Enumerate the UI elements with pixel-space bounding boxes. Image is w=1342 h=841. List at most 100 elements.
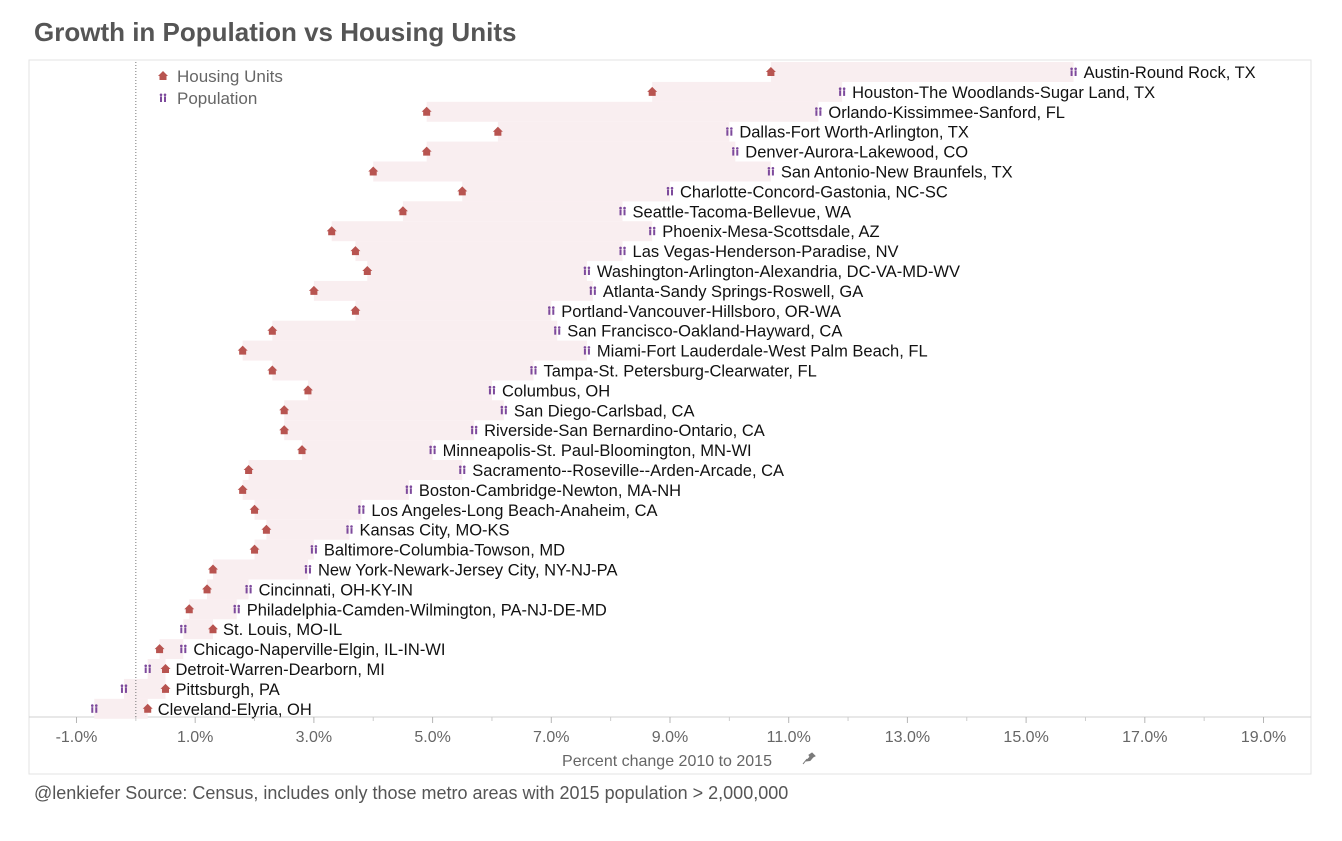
metro-label: Austin-Round Rock, TX bbox=[1084, 64, 1256, 82]
x-tick-label: 5.0% bbox=[414, 729, 450, 746]
x-axis-title: Percent change 2010 to 2015 bbox=[562, 753, 772, 770]
x-tick-label: 7.0% bbox=[533, 729, 569, 746]
metro-label: Seattle-Tacoma-Bellevue, WA bbox=[633, 203, 852, 221]
metro-labels: Austin-Round Rock, TX Houston-The Woodlan… bbox=[158, 64, 1256, 719]
range-band bbox=[770, 62, 1074, 82]
population-point bbox=[648, 226, 656, 236]
range-band bbox=[331, 221, 653, 242]
range-band bbox=[284, 420, 475, 441]
x-tick-label: 3.0% bbox=[296, 729, 332, 746]
housing-point bbox=[302, 385, 313, 395]
housing-point bbox=[154, 644, 165, 654]
house-icon bbox=[158, 71, 168, 80]
range-band bbox=[254, 539, 314, 560]
legend-label: Population bbox=[177, 89, 257, 108]
population-point bbox=[488, 385, 496, 395]
metro-label: Houston-The Woodlands-Sugar Land, TX bbox=[852, 84, 1155, 102]
range-band bbox=[426, 101, 819, 122]
metro-label: Atlanta-Sandy Springs-Roswell, GA bbox=[603, 283, 863, 301]
population-point bbox=[458, 465, 466, 474]
housing-point bbox=[368, 166, 379, 176]
housing-point bbox=[279, 405, 290, 415]
range-band bbox=[123, 678, 166, 699]
range-band bbox=[367, 261, 587, 281]
metro-label: Cincinnati, OH-KY-IN bbox=[259, 581, 413, 599]
housing-point bbox=[765, 67, 776, 76]
range-band bbox=[147, 659, 166, 679]
plot-frame bbox=[28, 59, 1312, 775]
housing-point bbox=[362, 266, 373, 275]
population-point bbox=[90, 704, 98, 713]
metro-label: San Antonio-New Braunfels, TX bbox=[781, 164, 1013, 182]
population-point bbox=[310, 545, 318, 554]
range-band bbox=[266, 519, 350, 540]
housing-point bbox=[202, 584, 213, 594]
metro-label: Orlando-Kissimmee-Sanford, FL bbox=[828, 104, 1065, 122]
housing-point bbox=[249, 504, 260, 514]
population-point bbox=[346, 525, 353, 534]
range-band bbox=[189, 599, 237, 620]
range-band bbox=[462, 181, 670, 202]
population-point bbox=[547, 306, 555, 315]
metro-label: Tampa-St. Petersburg-Clearwater, FL bbox=[543, 363, 816, 381]
housing-point bbox=[160, 664, 171, 673]
x-tick-label: 15.0% bbox=[1003, 729, 1048, 746]
population-point bbox=[405, 485, 413, 494]
population-point bbox=[583, 346, 591, 355]
range-band bbox=[207, 579, 249, 600]
range-band bbox=[313, 280, 593, 301]
population-point bbox=[726, 127, 733, 136]
x-axis-ticks: -1.0% 1.0% 3.0% 5.0% 7.0% 9.0% 11.0% 13.0% 15.0%… bbox=[56, 717, 1286, 746]
population-point bbox=[619, 206, 626, 216]
x-tick-label: 9.0% bbox=[652, 729, 688, 746]
people-icon bbox=[159, 93, 167, 102]
population-point bbox=[838, 87, 846, 96]
population-point bbox=[180, 624, 187, 634]
metro-label: Boston-Cambridge-Newton, MA-NH bbox=[419, 482, 681, 500]
range-band bbox=[248, 460, 463, 480]
population-point bbox=[500, 405, 508, 415]
metro-label: Los Angeles-Long Beach-Anaheim, CA bbox=[371, 502, 657, 520]
legend-label: Housing Units bbox=[177, 67, 283, 86]
range-band bbox=[355, 241, 623, 262]
housing-point bbox=[457, 186, 468, 196]
housing-point bbox=[647, 86, 658, 96]
metro-label: San Diego-Carlsbad, CA bbox=[514, 402, 695, 420]
population-point bbox=[619, 246, 626, 256]
population-point bbox=[589, 286, 597, 295]
metro-label: Las Vegas-Henderson-Paradise, NV bbox=[633, 243, 899, 261]
range-band bbox=[272, 360, 534, 381]
range-band bbox=[212, 559, 308, 580]
population-point bbox=[815, 107, 822, 116]
population-point bbox=[304, 565, 312, 574]
population-point bbox=[180, 644, 187, 654]
x-tick-label: 17.0% bbox=[1122, 729, 1167, 746]
range-band bbox=[355, 300, 552, 321]
pin-icon[interactable] bbox=[802, 752, 816, 765]
legend-item-population[interactable]: Population bbox=[159, 89, 258, 108]
metro-label: Dallas-Fort Worth-Arlington, TX bbox=[739, 124, 969, 142]
range-band bbox=[159, 639, 184, 660]
metro-label: Philadelphia-Camden-Wilmington, PA-NJ-DE… bbox=[247, 601, 607, 619]
population-point bbox=[1070, 67, 1077, 76]
metro-label: Detroit-Warren-Dearborn, MI bbox=[176, 661, 385, 679]
x-tick-label: 13.0% bbox=[885, 729, 930, 746]
metro-label: Riverside-San Bernardino-Ontario, CA bbox=[484, 422, 765, 440]
metro-label: Kansas City, MO-KS bbox=[360, 522, 510, 540]
housing-point bbox=[249, 544, 260, 554]
population-point bbox=[358, 505, 365, 514]
housing-point bbox=[237, 345, 248, 355]
housing-point bbox=[267, 365, 278, 375]
housing-point bbox=[326, 226, 337, 236]
housing-point bbox=[297, 445, 308, 455]
chart-title: Growth in Population vs Housing Units bbox=[34, 17, 517, 47]
housing-point bbox=[207, 564, 218, 574]
range-band bbox=[242, 340, 587, 361]
housing-point bbox=[243, 465, 254, 474]
metro-label: San Francisco-Oakland-Hayward, CA bbox=[567, 323, 842, 341]
legend-item-housing[interactable]: Housing Units bbox=[158, 67, 283, 86]
metro-label: Pittsburgh, PA bbox=[176, 681, 280, 699]
housing-point bbox=[397, 206, 408, 216]
population-point bbox=[666, 186, 674, 196]
